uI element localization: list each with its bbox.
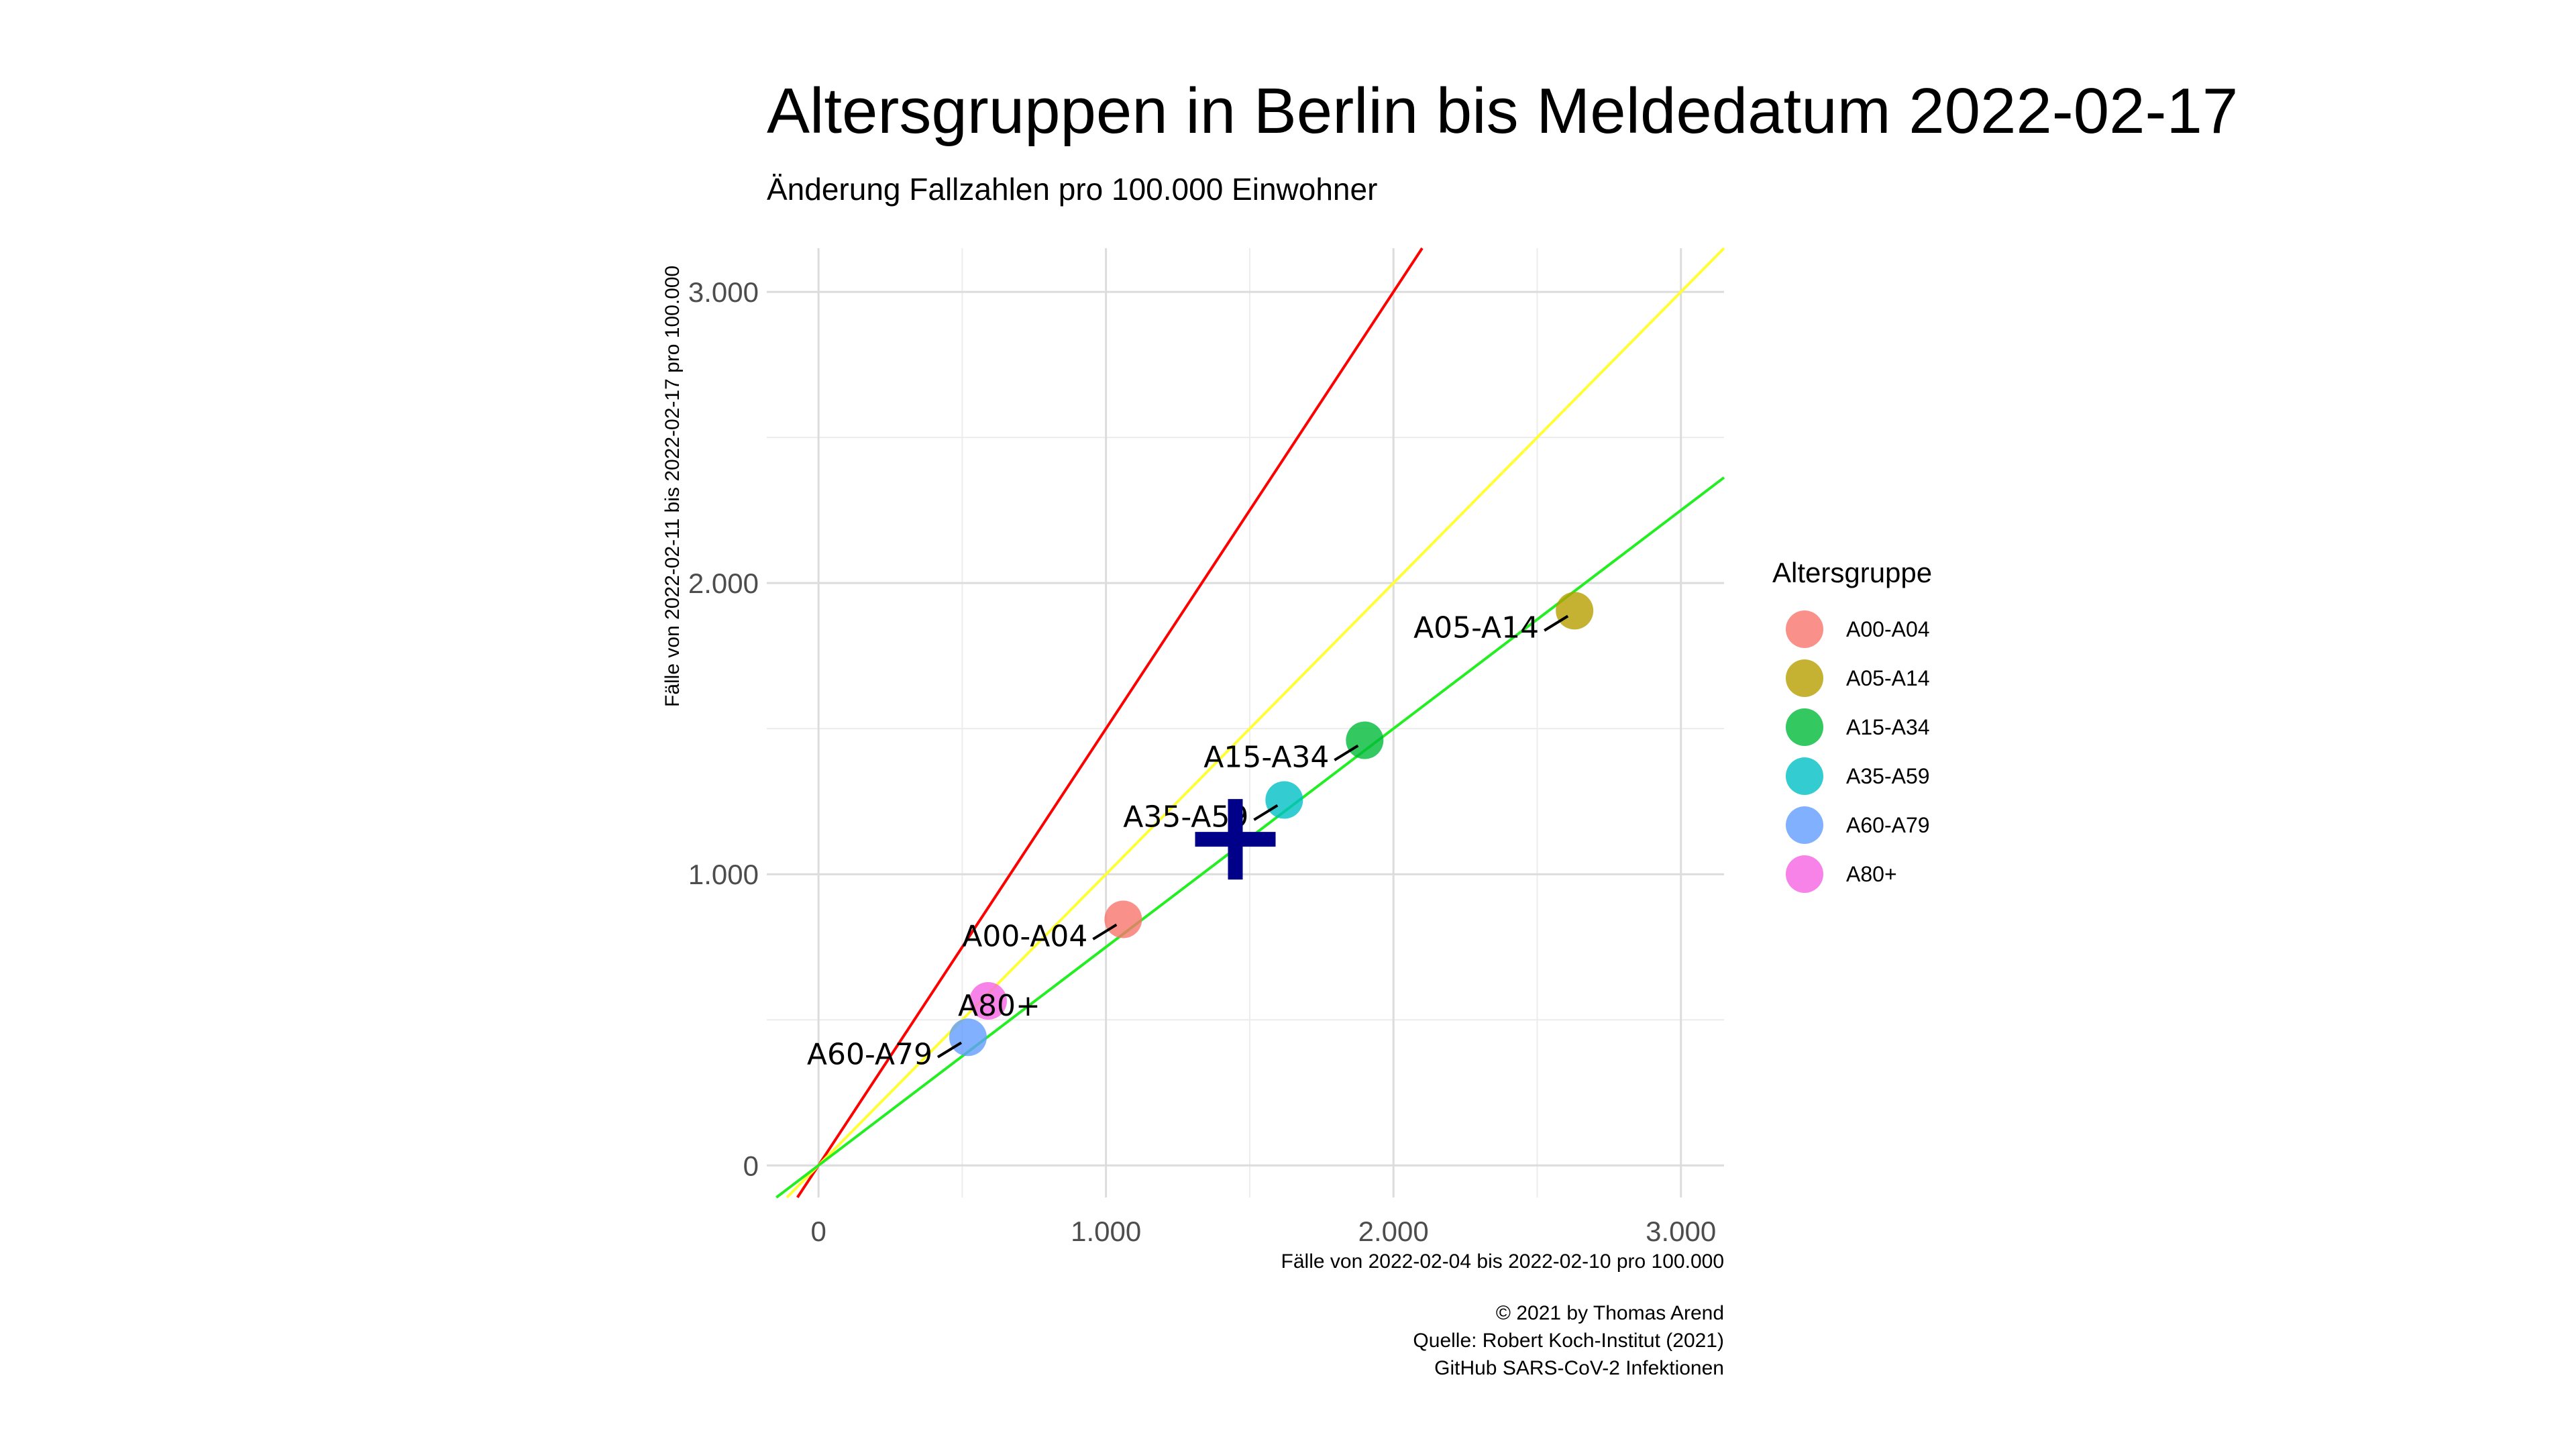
legend-swatch [1786,708,1823,746]
leader-line [1544,614,1569,632]
x-tick-label: 1.000 [1071,1216,1141,1247]
y-tick-label: 2.000 [688,568,759,599]
data-label: A05-A14 [1413,610,1539,645]
x-tick-label: 3.000 [1646,1216,1716,1247]
grid [767,248,1724,1197]
leader-line [1092,923,1118,941]
data-label: A00-A04 [962,919,1087,953]
data-point [969,982,1007,1020]
legend-swatch [1786,610,1823,648]
chart-subtitle: Änderung Fallzahlen pro 100.000 Einwohne… [767,172,1377,207]
legend-label: A15-A34 [1846,715,1930,739]
data-label: A80+ [958,989,1040,1023]
y-tick-label: 3.000 [688,276,759,308]
leader-line [1253,804,1279,821]
data-points: A00-A04 A05-A14 A15-A34 A35-A59 A60-A79 A80+ [807,592,1594,1071]
data-point [1556,592,1594,630]
legend-label: A05-A14 [1846,666,1930,690]
y-tick-label: 1.000 [688,859,759,890]
legend-title: Altersgruppe [1772,557,1932,588]
y-tick-label: 0 [743,1150,759,1181]
y-axis-ticks: 0 1.000 2.000 3.000 [688,276,759,1181]
legend: Altersgruppe A00-A04 A05-A14 A15-A34 A35-A5… [1772,557,1932,893]
reference-line [796,247,1424,1199]
legend-label: A35-A59 [1846,764,1930,788]
legend-label: A60-A79 [1846,813,1930,837]
legend-swatch [1786,659,1823,697]
data-point [949,1018,987,1057]
x-axis-title: Fälle von 2022-02-04 bis 2022-02-10 pro … [1281,1250,1724,1273]
caption-line-2: Quelle: Robert Koch-Institut (2021) [1413,1330,1724,1352]
legend-label: A00-A04 [1846,617,1930,641]
data-point [1104,900,1142,938]
caption-line-3: GitHub SARS-CoV-2 Infektionen [1434,1357,1724,1379]
caption: © 2021 by Thomas Arend Quelle: Robert Ko… [1413,1302,1724,1379]
leader-line [1334,744,1359,761]
mean-marker [1195,799,1276,880]
x-tick-label: 0 [810,1216,826,1247]
legend-swatch [1786,757,1823,795]
reference-line [786,247,1725,1199]
chart-title: Altersgruppen in Berlin bis Meldedatum 2… [767,75,2238,147]
data-label: A15-A34 [1203,741,1329,775]
legend-swatch [1786,855,1823,893]
x-axis-ticks: 0 1.000 2.000 3.000 [810,1216,1716,1247]
leader-line [936,1041,963,1059]
x-tick-label: 2.000 [1358,1216,1429,1247]
data-label: A60-A79 [807,1037,932,1071]
legend-label: A80+ [1846,862,1897,886]
y-axis-title: Fälle von 2022-02-11 bis 2022-02-17 pro … [661,266,684,707]
data-point [1265,781,1303,819]
data-label: A35-A59 [1123,800,1248,835]
legend-swatch [1786,806,1823,844]
data-point [1346,721,1384,759]
caption-line-1: © 2021 by Thomas Arend [1496,1302,1724,1324]
